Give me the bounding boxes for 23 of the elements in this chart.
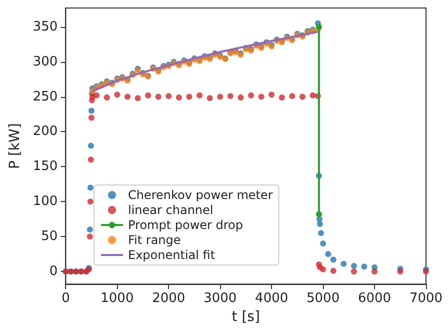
x-tick-label: 5000 <box>306 291 340 306</box>
y-axis-title: P [kW] <box>7 123 23 169</box>
x-tick-label: 3000 <box>204 291 237 306</box>
x-axis-title: t [s] <box>232 309 260 325</box>
legend-label: Prompt power drop <box>128 218 244 232</box>
x-tick-label: 0 <box>62 291 70 306</box>
y-tick-label: 50 <box>41 229 58 244</box>
x-tick-label: 1000 <box>100 291 134 306</box>
x-tick-label: 7000 <box>409 291 443 306</box>
y-tick-label: 100 <box>32 194 58 210</box>
legend-label: linear channel <box>128 203 214 217</box>
y-tick-label: 0 <box>49 264 58 280</box>
y-tick-label: 200 <box>32 124 58 140</box>
x-tick-label: 4000 <box>255 291 288 306</box>
y-tick-label: 250 <box>32 89 58 104</box>
x-tick-label: 2000 <box>152 291 186 306</box>
legend-label: Fit range <box>128 233 181 247</box>
x-tick-label: 6000 <box>358 291 392 306</box>
y-tick-label: 300 <box>32 54 58 70</box>
legend-label: Cherenkov power meter <box>128 188 273 202</box>
legend-label: Exponential fit <box>128 248 216 262</box>
y-tick-label: 150 <box>32 159 58 174</box>
y-tick-label: 350 <box>32 19 58 34</box>
